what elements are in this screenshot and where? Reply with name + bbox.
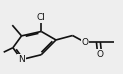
Text: O: O [96,50,103,59]
Text: Cl: Cl [37,13,46,22]
Text: N: N [18,55,25,64]
Text: O: O [81,38,88,47]
